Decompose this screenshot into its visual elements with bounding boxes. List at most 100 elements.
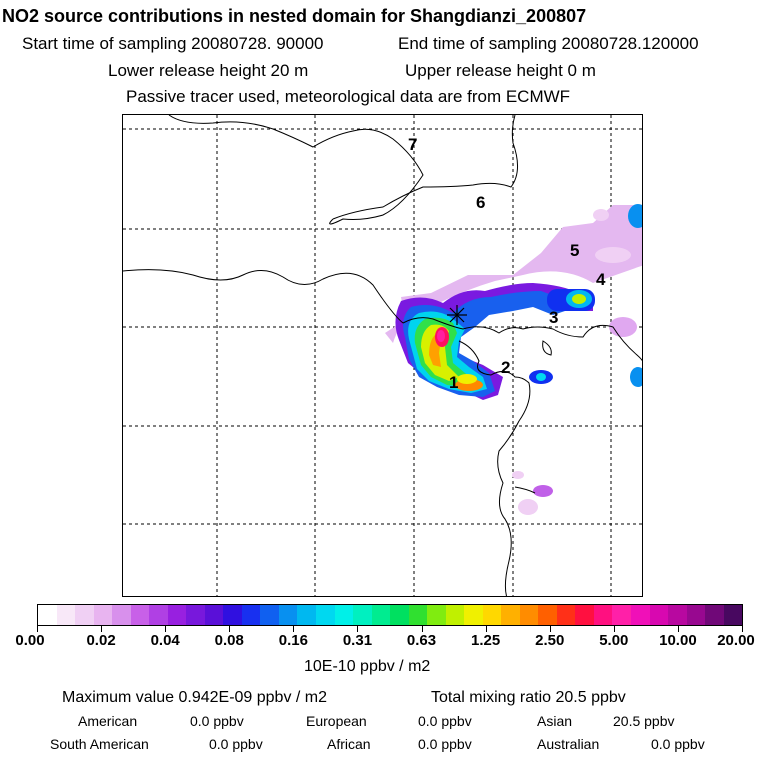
- colorbar-swatch: [593, 605, 613, 625]
- colorbar-swatch: [334, 605, 354, 625]
- coastlines: [123, 115, 642, 596]
- colorbar-swatch: [686, 605, 706, 625]
- colorbar-tick: [37, 626, 38, 632]
- colorbar-swatch: [723, 605, 743, 625]
- colorbar-swatch: [705, 605, 724, 625]
- colorbar-tick: [421, 626, 423, 632]
- end-time-text: End time of sampling 20080728.120000: [398, 34, 699, 53]
- colorbar-swatch: [612, 605, 631, 625]
- colorbar-tick: [742, 626, 743, 632]
- lower-release-text: Lower release height 20 m: [108, 61, 309, 80]
- asian-value: 20.5 ppbv: [613, 713, 675, 729]
- start-time-text: Start time of sampling 20080728. 90000: [22, 34, 324, 53]
- european-label: European: [306, 713, 367, 729]
- plume-core-yellow: [457, 374, 477, 384]
- african-value: 0.0 ppbv: [418, 736, 472, 752]
- colorbar-swatch: [260, 605, 279, 625]
- region-label-1: 1: [449, 373, 458, 392]
- colorbar-tick: [293, 626, 295, 632]
- colorbar-tick-label: 1.25: [471, 632, 501, 649]
- colorbar-swatch: [575, 605, 594, 625]
- colorbar-swatch: [482, 605, 502, 625]
- colorbar-swatch: [649, 605, 669, 625]
- colorbar-tick: [229, 626, 231, 632]
- plume-ring-yellow: [421, 324, 459, 381]
- colorbar-swatch: [371, 605, 391, 625]
- colorbar-swatch: [464, 605, 483, 625]
- region-label-6: 6: [476, 193, 485, 212]
- colorbar-swatch: [668, 605, 687, 625]
- colorbar-swatch: [631, 605, 650, 625]
- colorbar-ticks: [0, 626, 768, 632]
- colorbar-tick-label: 0.63: [406, 632, 437, 649]
- colorbar-tick: [101, 626, 103, 632]
- colorbar-tick: [485, 626, 487, 632]
- colorbar-swatch: [149, 605, 168, 625]
- max-value-text: Maximum value 0.942E-09 ppbv / m2: [62, 689, 328, 706]
- colorbar-swatch: [427, 605, 446, 625]
- colorbar-swatch: [93, 605, 113, 625]
- colorbar-tick: [613, 626, 615, 632]
- plume-peak-magenta: [437, 330, 445, 342]
- colorbar-tick: [549, 626, 551, 632]
- colorbar-tick-label: 0.00: [15, 632, 45, 649]
- upper-release-text: Upper release height 0 m: [405, 61, 596, 80]
- colorbar-swatch: [204, 605, 224, 625]
- region-label-3: 3: [549, 308, 558, 327]
- colorbar-swatch: [278, 605, 298, 625]
- australian-label: Australian: [537, 736, 600, 752]
- colorbar-tick-label: 5.00: [599, 632, 629, 649]
- colorbar-unit-label: 10E-10 ppbv / m2: [304, 658, 431, 675]
- plume-outer: [385, 205, 642, 343]
- south-american-label: South American: [50, 736, 149, 752]
- receptor-star-icon: [447, 305, 467, 325]
- colorbar-tick: [677, 626, 679, 632]
- colorbar-swatch: [297, 605, 316, 625]
- colorbar-swatch: [556, 605, 576, 625]
- colorbar-tick-label: 0.31: [342, 632, 373, 649]
- american-label: American: [78, 713, 138, 729]
- colorbar-tick: [357, 626, 359, 632]
- colorbar-swatch: [56, 605, 76, 625]
- colorbar-swatch: [38, 605, 57, 625]
- colorbar-tick: [165, 626, 167, 632]
- european-value: 0.0 ppbv: [418, 713, 472, 729]
- region-label-7: 7: [408, 135, 417, 154]
- african-label: African: [327, 736, 371, 752]
- colorbar-swatch: [501, 605, 520, 625]
- colorbar-tick-label: 20.00: [717, 632, 755, 649]
- colorbar: [37, 604, 743, 626]
- asian-label: Asian: [537, 713, 573, 729]
- colorbar-swatch: [445, 605, 465, 625]
- colorbar-swatch: [223, 605, 242, 625]
- colorbar-swatch: [130, 605, 150, 625]
- concentration-plume: [385, 204, 642, 515]
- colorbar-swatch: [167, 605, 187, 625]
- colorbar-tick-label: 0.02: [86, 632, 116, 649]
- region-label-4: 4: [596, 270, 606, 289]
- map-title: NO2 source contributions in nested domai…: [2, 6, 587, 26]
- colorbar-swatch: [408, 605, 428, 625]
- colorbar-tick-label: 0.04: [150, 632, 180, 649]
- graticule: [123, 115, 642, 596]
- colorbar-swatch: [75, 605, 94, 625]
- colorbar-swatch: [390, 605, 409, 625]
- australian-value: 0.0 ppbv: [651, 736, 705, 752]
- region-label-2: 2: [501, 358, 510, 377]
- colorbar-swatch: [241, 605, 261, 625]
- tracer-note-text: Passive tracer used, meteorological data…: [126, 87, 571, 106]
- american-value: 0.0 ppbv: [190, 713, 244, 729]
- map-panel: 1 2 3 4 5 6 7: [122, 114, 643, 597]
- region-label-5: 5: [570, 241, 579, 260]
- colorbar-tick-label: 0.16: [278, 632, 308, 649]
- south-american-value: 0.0 ppbv: [209, 736, 263, 752]
- colorbar-swatch: [538, 605, 557, 625]
- colorbar-swatch: [353, 605, 372, 625]
- colorbar-tick-label: 2.50: [535, 632, 565, 649]
- total-mixing-text: Total mixing ratio 20.5 ppbv: [431, 689, 626, 706]
- colorbar-tick-label: 0.08: [214, 632, 244, 649]
- map-canvas: 1 2 3 4 5 6 7: [123, 115, 642, 596]
- colorbar-swatch: [186, 605, 205, 625]
- colorbar-swatch: [519, 605, 539, 625]
- colorbar-swatch: [315, 605, 335, 625]
